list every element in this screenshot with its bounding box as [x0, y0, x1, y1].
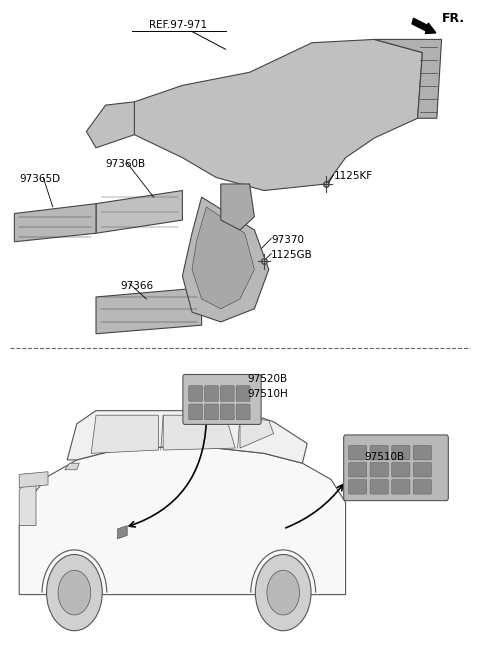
Text: FR.: FR.	[442, 12, 465, 25]
Circle shape	[58, 570, 91, 615]
FancyBboxPatch shape	[413, 463, 432, 477]
Polygon shape	[240, 417, 274, 448]
FancyBboxPatch shape	[392, 463, 410, 477]
FancyBboxPatch shape	[370, 480, 388, 494]
Polygon shape	[192, 207, 254, 309]
Text: 97365D: 97365D	[19, 174, 60, 184]
Text: 1125GB: 1125GB	[271, 250, 313, 260]
FancyBboxPatch shape	[370, 463, 388, 477]
FancyBboxPatch shape	[413, 445, 432, 460]
Polygon shape	[163, 415, 235, 450]
Circle shape	[267, 570, 300, 615]
Text: 97520B: 97520B	[247, 374, 288, 384]
Text: 97510B: 97510B	[365, 452, 405, 462]
Text: 97366: 97366	[120, 281, 153, 291]
FancyBboxPatch shape	[392, 445, 410, 460]
Polygon shape	[86, 102, 134, 148]
Text: 1125KF: 1125KF	[334, 171, 373, 181]
Polygon shape	[19, 476, 36, 526]
FancyBboxPatch shape	[204, 404, 218, 420]
Polygon shape	[134, 39, 422, 191]
Polygon shape	[91, 415, 158, 453]
FancyBboxPatch shape	[220, 404, 234, 420]
FancyBboxPatch shape	[189, 404, 203, 420]
FancyBboxPatch shape	[392, 480, 410, 494]
Circle shape	[47, 555, 102, 631]
Polygon shape	[96, 191, 182, 233]
Polygon shape	[67, 411, 307, 463]
Text: 97370: 97370	[271, 235, 304, 244]
Polygon shape	[19, 472, 48, 487]
FancyBboxPatch shape	[220, 386, 234, 401]
FancyBboxPatch shape	[370, 445, 388, 460]
FancyBboxPatch shape	[236, 386, 250, 401]
FancyBboxPatch shape	[189, 386, 203, 401]
FancyBboxPatch shape	[348, 445, 367, 460]
FancyBboxPatch shape	[204, 386, 218, 401]
Polygon shape	[118, 526, 127, 539]
Polygon shape	[221, 184, 254, 230]
Text: 97360B: 97360B	[106, 159, 146, 169]
FancyArrow shape	[412, 18, 436, 34]
Polygon shape	[14, 204, 96, 242]
FancyBboxPatch shape	[236, 404, 250, 420]
FancyBboxPatch shape	[344, 435, 448, 501]
Polygon shape	[182, 197, 269, 322]
FancyBboxPatch shape	[348, 480, 367, 494]
Text: 97510H: 97510H	[247, 389, 288, 399]
Polygon shape	[65, 463, 79, 470]
Polygon shape	[19, 447, 346, 595]
Circle shape	[255, 555, 311, 631]
FancyBboxPatch shape	[348, 463, 367, 477]
Polygon shape	[96, 288, 202, 334]
FancyBboxPatch shape	[183, 374, 261, 424]
FancyBboxPatch shape	[413, 480, 432, 494]
Polygon shape	[374, 39, 442, 118]
Text: REF.97-971: REF.97-971	[148, 20, 207, 30]
